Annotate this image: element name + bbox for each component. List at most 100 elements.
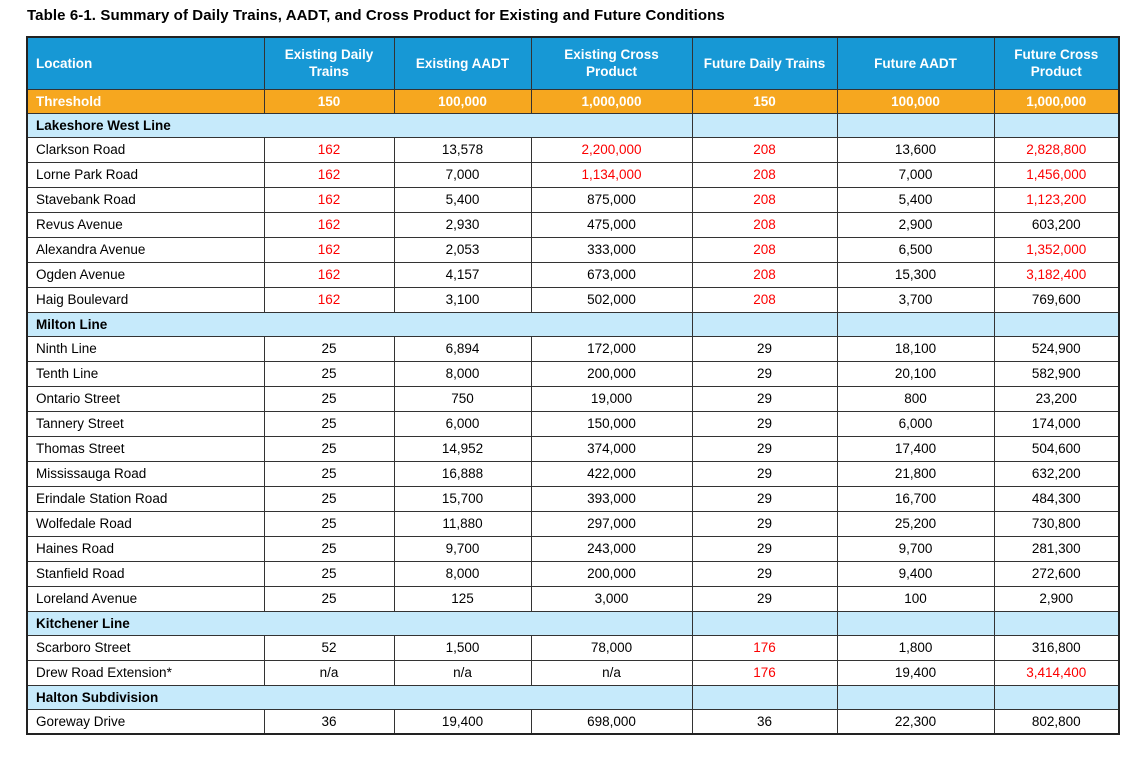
value-cell: 25 xyxy=(263,535,395,562)
value-cell: 19,000 xyxy=(530,385,693,412)
threshold-value-4: 100,000 xyxy=(836,88,995,114)
value-cell: 15,300 xyxy=(836,261,995,288)
value-cell-exceeds-threshold: 208 xyxy=(691,161,838,188)
section-empty-cell xyxy=(836,112,995,138)
value-cell-exceeds-threshold: 3,182,400 xyxy=(993,261,1120,288)
value-cell: 14,952 xyxy=(393,435,532,462)
value-cell: 9,400 xyxy=(836,560,995,587)
table-row-lorne-park-road: Lorne Park Road 162 7,000 1,134,000 208 7,000… xyxy=(26,161,1120,188)
value-cell-exceeds-threshold: 1,456,000 xyxy=(993,161,1120,188)
location-cell: Haines Road xyxy=(26,535,265,562)
location-cell: Haig Boulevard xyxy=(26,286,265,313)
value-cell: 29 xyxy=(691,585,838,612)
location-cell: Revus Avenue xyxy=(26,211,265,238)
value-cell: 25 xyxy=(263,485,395,512)
value-cell: 13,578 xyxy=(393,136,532,163)
value-cell: 875,000 xyxy=(530,186,693,213)
value-cell: 2,930 xyxy=(393,211,532,238)
section-row-milton-line: Milton Line xyxy=(26,311,1120,337)
value-cell: 16,888 xyxy=(393,460,532,487)
table-row-alexandra-avenue: Alexandra Avenue 162 2,053 333,000 208 6,500 1… xyxy=(26,236,1120,263)
value-cell: 29 xyxy=(691,560,838,587)
section-name: Kitchener Line xyxy=(26,610,693,636)
value-cell: 78,000 xyxy=(530,634,693,661)
section-name: Lakeshore West Line xyxy=(26,112,693,138)
table-row-tannery-street: Tannery Street 25 6,000 150,000 29 6,000 174,0… xyxy=(26,410,1120,437)
location-cell: Ontario Street xyxy=(26,385,265,412)
section-empty-cell xyxy=(836,684,995,710)
value-cell: 25 xyxy=(263,510,395,537)
table-body: Lakeshore West Line Clarkson Road 162 13,57… xyxy=(26,112,1120,735)
location-cell: Ninth Line xyxy=(26,335,265,362)
value-cell: 25 xyxy=(263,585,395,612)
value-cell-exceeds-threshold: 162 xyxy=(263,236,395,263)
value-cell: 422,000 xyxy=(530,460,693,487)
location-cell: Goreway Drive xyxy=(26,708,265,735)
value-cell: 374,000 xyxy=(530,435,693,462)
value-cell-exceeds-threshold: 208 xyxy=(691,211,838,238)
value-cell: 502,000 xyxy=(530,286,693,313)
value-cell-exceeds-threshold: 208 xyxy=(691,236,838,263)
value-cell: 29 xyxy=(691,360,838,387)
value-cell: 17,400 xyxy=(836,435,995,462)
table-row-scarboro-street: Scarboro Street 52 1,500 78,000 176 1,800 316,… xyxy=(26,634,1120,661)
value-cell: n/a xyxy=(530,659,693,686)
value-cell: 29 xyxy=(691,460,838,487)
value-cell: 19,400 xyxy=(393,708,532,735)
table-row-loreland-avenue: Loreland Avenue 25 125 3,000 29 100 2,900 xyxy=(26,585,1120,612)
value-cell: 316,800 xyxy=(993,634,1120,661)
threshold-value-0: 150 xyxy=(263,88,395,114)
value-cell: 9,700 xyxy=(836,535,995,562)
value-cell-exceeds-threshold: 162 xyxy=(263,211,395,238)
value-cell: 25 xyxy=(263,460,395,487)
value-cell: 2,053 xyxy=(393,236,532,263)
table-row-haines-road: Haines Road 25 9,700 243,000 29 9,700 281,300 xyxy=(26,535,1120,562)
table-title: Table 6-1. Summary of Daily Trains, AADT… xyxy=(27,7,725,24)
threshold-value-2: 1,000,000 xyxy=(530,88,693,114)
column-header-existing-cross-product: Existing Cross Product xyxy=(530,36,693,90)
section-row-lakeshore-west-line: Lakeshore West Line xyxy=(26,112,1120,138)
value-cell: 125 xyxy=(393,585,532,612)
table-row-wolfedale-road: Wolfedale Road 25 11,880 297,000 29 25,200 730… xyxy=(26,510,1120,537)
value-cell: 52 xyxy=(263,634,395,661)
value-cell: 6,500 xyxy=(836,236,995,263)
location-cell: Scarboro Street xyxy=(26,634,265,661)
value-cell: 632,200 xyxy=(993,460,1120,487)
section-empty-cell xyxy=(993,610,1120,636)
section-name: Milton Line xyxy=(26,311,693,337)
value-cell: 4,157 xyxy=(393,261,532,288)
section-empty-cell xyxy=(836,311,995,337)
value-cell: 1,800 xyxy=(836,634,995,661)
location-cell: Tannery Street xyxy=(26,410,265,437)
value-cell-exceeds-threshold: 162 xyxy=(263,186,395,213)
table-row-thomas-street: Thomas Street 25 14,952 374,000 29 17,400 504,… xyxy=(26,435,1120,462)
value-cell: 2,900 xyxy=(993,585,1120,612)
value-cell: 7,000 xyxy=(836,161,995,188)
section-empty-cell xyxy=(691,610,838,636)
value-cell: 8,000 xyxy=(393,560,532,587)
value-cell: 18,100 xyxy=(836,335,995,362)
value-cell: n/a xyxy=(263,659,395,686)
table-row-stanfield-road: Stanfield Road 25 8,000 200,000 29 9,400 272,6… xyxy=(26,560,1120,587)
section-empty-cell xyxy=(836,610,995,636)
location-cell: Lorne Park Road xyxy=(26,161,265,188)
location-cell: Stanfield Road xyxy=(26,560,265,587)
value-cell: 3,100 xyxy=(393,286,532,313)
value-cell: 29 xyxy=(691,535,838,562)
location-cell: Drew Road Extension* xyxy=(26,659,265,686)
table-row-ninth-line: Ninth Line 25 6,894 172,000 29 18,100 524,900 xyxy=(26,335,1120,362)
threshold-row: Threshold 150 100,000 1,000,000 150 100,000 1,… xyxy=(26,88,1120,114)
value-cell-exceeds-threshold: 208 xyxy=(691,186,838,213)
value-cell: 393,000 xyxy=(530,485,693,512)
table-row-stavebank-road: Stavebank Road 162 5,400 875,000 208 5,400 1,1… xyxy=(26,186,1120,213)
location-cell: Mississauga Road xyxy=(26,460,265,487)
value-cell-exceeds-threshold: 1,123,200 xyxy=(993,186,1120,213)
threshold-value-5: 1,000,000 xyxy=(993,88,1120,114)
value-cell: 802,800 xyxy=(993,708,1120,735)
value-cell: 13,600 xyxy=(836,136,995,163)
section-row-kitchener-line: Kitchener Line xyxy=(26,610,1120,636)
value-cell: 25 xyxy=(263,335,395,362)
value-cell: 1,500 xyxy=(393,634,532,661)
table-header: Location Existing Daily Trains Existing AA… xyxy=(26,36,1120,114)
value-cell-exceeds-threshold: 1,134,000 xyxy=(530,161,693,188)
